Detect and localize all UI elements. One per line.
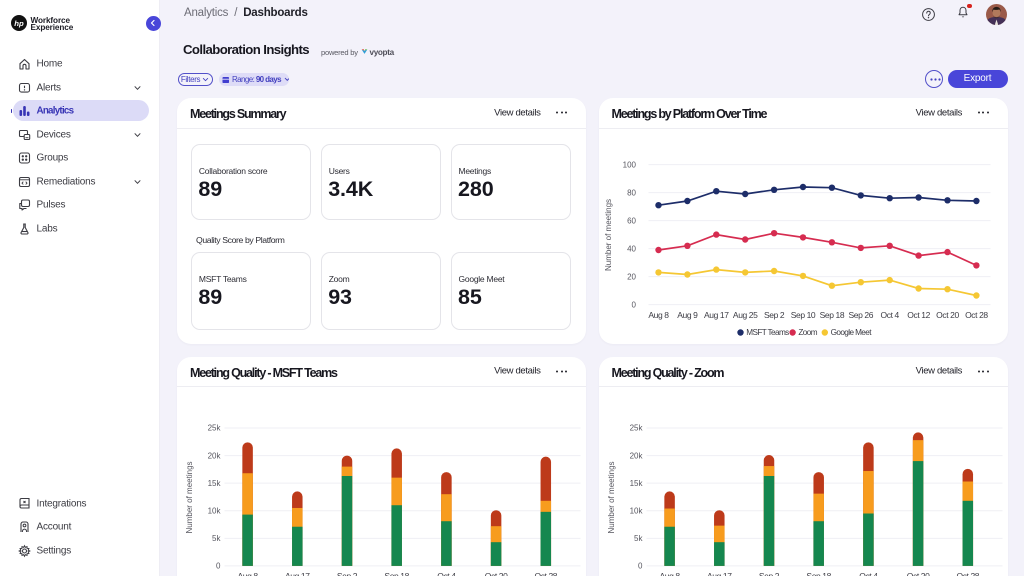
svg-text:Sep 10: Sep 10 [790,310,815,320]
svg-text:Sep 2: Sep 2 [763,310,784,320]
svg-text:Sep 2: Sep 2 [758,570,779,576]
svg-text:Aug 17: Aug 17 [704,310,729,320]
svg-text:Oct 12: Oct 12 [907,310,930,320]
svg-text:Aug 9: Aug 9 [677,310,698,320]
svg-text:15k: 15k [629,478,643,487]
svg-text:100: 100 [622,160,636,169]
svg-text:5k: 5k [634,534,643,543]
svg-text:Oct 4: Oct 4 [859,570,878,576]
svg-text:Oct 4: Oct 4 [880,310,899,320]
svg-text:Oct 28: Oct 28 [965,310,988,320]
svg-text:Google Meet: Google Meet [830,328,872,337]
svg-text:Aug 17: Aug 17 [285,570,310,576]
svg-text:Zoom: Zoom [798,328,817,337]
svg-text:5k: 5k [212,534,221,543]
svg-text:20k: 20k [629,451,643,460]
svg-text:Aug 25: Aug 25 [732,310,757,320]
svg-text:0: 0 [638,561,643,570]
svg-text:20k: 20k [208,451,222,460]
svg-text:Number of meetings: Number of meetings [185,461,194,533]
svg-text:Sep 18: Sep 18 [384,570,409,576]
svg-text:Sep 26: Sep 26 [848,310,873,320]
svg-text:Oct 28: Oct 28 [956,570,979,576]
svg-text:40: 40 [627,244,636,253]
svg-text:MSFT Teams: MSFT Teams [746,328,789,337]
svg-text:15k: 15k [208,478,222,487]
svg-text:0: 0 [631,300,636,309]
svg-text:Aug 17: Aug 17 [707,570,732,576]
svg-text:10k: 10k [208,506,222,515]
svg-text:Aug 8: Aug 8 [659,570,680,576]
svg-text:10k: 10k [629,506,643,515]
svg-text:Aug 8: Aug 8 [237,570,258,576]
svg-text:Oct 20: Oct 20 [485,570,508,576]
svg-text:Oct 4: Oct 4 [437,570,456,576]
svg-text:Aug 8: Aug 8 [648,310,669,320]
svg-text:hp: hp [14,18,24,27]
svg-text:Number of meetings: Number of meetings [604,199,613,271]
svg-text:Oct 20: Oct 20 [936,310,959,320]
svg-text:0: 0 [216,561,221,570]
svg-text:Sep 2: Sep 2 [337,570,358,576]
svg-text:Oct 28: Oct 28 [534,570,557,576]
svg-text:Sep 18: Sep 18 [819,310,844,320]
svg-text:Sep 18: Sep 18 [806,570,831,576]
svg-text:Oct 20: Oct 20 [906,570,929,576]
svg-text:20: 20 [627,272,636,281]
svg-text:60: 60 [627,216,636,225]
svg-text:25k: 25k [629,423,643,432]
svg-text:Number of meetings: Number of meetings [607,461,616,533]
svg-text:80: 80 [627,188,636,197]
svg-text:25k: 25k [208,423,222,432]
